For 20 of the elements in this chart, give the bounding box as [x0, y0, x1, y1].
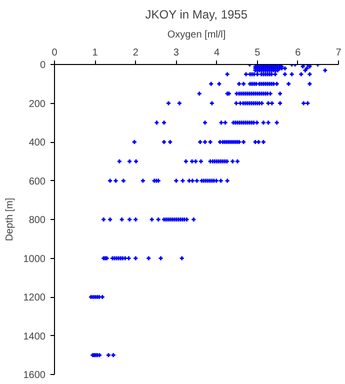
y-tick-label: 200: [28, 98, 46, 110]
y-tick-label: 800: [28, 215, 46, 226]
y-tick-label: 1000: [23, 254, 46, 265]
y-tick-label: 400: [28, 138, 46, 148]
y-tick-label: 0: [40, 60, 46, 71]
y-tick-label: 1400: [23, 331, 46, 342]
x-tick-label: 2: [132, 48, 139, 58]
x-tick-label: 1: [92, 48, 98, 58]
chart-title: JKOY in May, 1955: [145, 8, 248, 22]
x-tick-label: 6: [295, 48, 302, 58]
y-tick-label: 1600: [23, 370, 46, 381]
x-tick-label: 5: [254, 48, 261, 58]
x-tick-label: 4: [214, 48, 220, 58]
y-tick-label: 1200: [23, 292, 46, 304]
x-tick-label: 7: [336, 48, 342, 58]
x-tick-label: 0: [52, 48, 58, 58]
y-axis-title: Depth [m]: [4, 198, 16, 242]
y-tick-label: 600: [28, 176, 46, 188]
x-tick-label: 3: [173, 48, 180, 58]
x-axis-title: Oxygen [ml/l]: [167, 30, 226, 40]
